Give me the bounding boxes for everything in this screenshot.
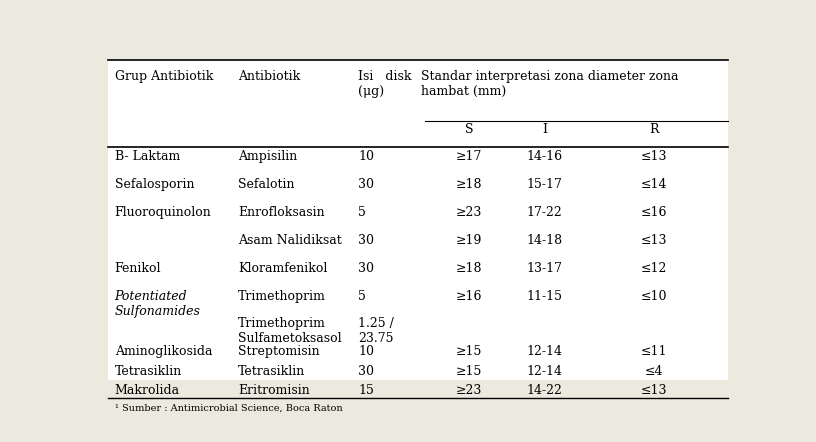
Text: ≤13: ≤13 [641, 234, 667, 247]
Text: Antibiotik: Antibiotik [238, 70, 300, 83]
Text: Kloramfenikol: Kloramfenikol [238, 262, 327, 274]
Text: ≥23: ≥23 [455, 384, 482, 397]
Text: Aminoglikosida: Aminoglikosida [114, 345, 212, 358]
Text: ≤16: ≤16 [641, 206, 667, 219]
Text: Makrolida: Makrolida [114, 384, 180, 397]
Text: ≥16: ≥16 [455, 290, 482, 303]
Text: 17-22: 17-22 [527, 206, 562, 219]
Text: Asam Nalidiksat: Asam Nalidiksat [238, 234, 342, 247]
Text: Sefalosporin: Sefalosporin [114, 178, 194, 191]
Text: 14-16: 14-16 [526, 150, 563, 163]
Text: R: R [649, 123, 659, 136]
Text: ≤11: ≤11 [641, 345, 667, 358]
Text: 30: 30 [358, 262, 374, 274]
Text: 30: 30 [358, 365, 374, 378]
Text: ≤4: ≤4 [645, 365, 663, 378]
Text: 14-18: 14-18 [526, 234, 563, 247]
Text: Streptomisin: Streptomisin [238, 345, 320, 358]
Text: Ampisilin: Ampisilin [238, 150, 297, 163]
Text: B- Laktam: B- Laktam [114, 150, 180, 163]
Text: ≥23: ≥23 [455, 206, 482, 219]
Text: Isi   disk
(μg): Isi disk (μg) [358, 70, 411, 98]
Text: 12-14: 12-14 [526, 365, 563, 378]
Text: 14-22: 14-22 [527, 384, 562, 397]
Text: Potentiated
Sulfonamides: Potentiated Sulfonamides [114, 290, 201, 317]
Text: ≥18: ≥18 [455, 262, 482, 274]
Text: Trimethoprim: Trimethoprim [238, 290, 326, 303]
Text: ≤13: ≤13 [641, 150, 667, 163]
Text: I: I [542, 123, 548, 136]
Text: Enrofloksasin: Enrofloksasin [238, 206, 325, 219]
Text: Fenikol: Fenikol [114, 262, 161, 274]
Text: Standar interpretasi zona diameter zona
hambat (mm): Standar interpretasi zona diameter zona … [421, 70, 679, 98]
Text: Trimethoprim
Sulfametoksasol: Trimethoprim Sulfametoksasol [238, 317, 342, 346]
Text: ¹ Sumber : Antimicrobial Science, Boca Raton: ¹ Sumber : Antimicrobial Science, Boca R… [114, 404, 342, 412]
Text: ≥19: ≥19 [455, 234, 482, 247]
Text: Sefalotin: Sefalotin [238, 178, 295, 191]
Text: Tetrasiklin: Tetrasiklin [114, 365, 182, 378]
Text: 10: 10 [358, 345, 374, 358]
Text: ≥15: ≥15 [455, 365, 482, 378]
Text: ≤12: ≤12 [641, 262, 667, 274]
Text: 30: 30 [358, 234, 374, 247]
Text: 13-17: 13-17 [526, 262, 563, 274]
Text: ≥18: ≥18 [455, 178, 482, 191]
Text: 5: 5 [358, 290, 366, 303]
Text: S: S [464, 123, 473, 136]
Text: Fluoroquinolon: Fluoroquinolon [114, 206, 211, 219]
Text: ≤14: ≤14 [641, 178, 667, 191]
Text: 11-15: 11-15 [526, 290, 563, 303]
Text: Grup Antibiotik: Grup Antibiotik [114, 70, 213, 83]
Text: ≥17: ≥17 [455, 150, 482, 163]
Text: 30: 30 [358, 178, 374, 191]
FancyBboxPatch shape [109, 60, 728, 380]
Text: ≤13: ≤13 [641, 384, 667, 397]
Text: 5: 5 [358, 206, 366, 219]
Text: 12-14: 12-14 [526, 345, 563, 358]
Text: 15: 15 [358, 384, 374, 397]
Text: 1.25 /
23.75: 1.25 / 23.75 [358, 317, 394, 346]
Text: ≤10: ≤10 [641, 290, 667, 303]
Text: ≥15: ≥15 [455, 345, 482, 358]
Text: 15-17: 15-17 [527, 178, 562, 191]
Text: 10: 10 [358, 150, 374, 163]
Text: Eritromisin: Eritromisin [238, 384, 310, 397]
Text: Tetrasiklin: Tetrasiklin [238, 365, 305, 378]
